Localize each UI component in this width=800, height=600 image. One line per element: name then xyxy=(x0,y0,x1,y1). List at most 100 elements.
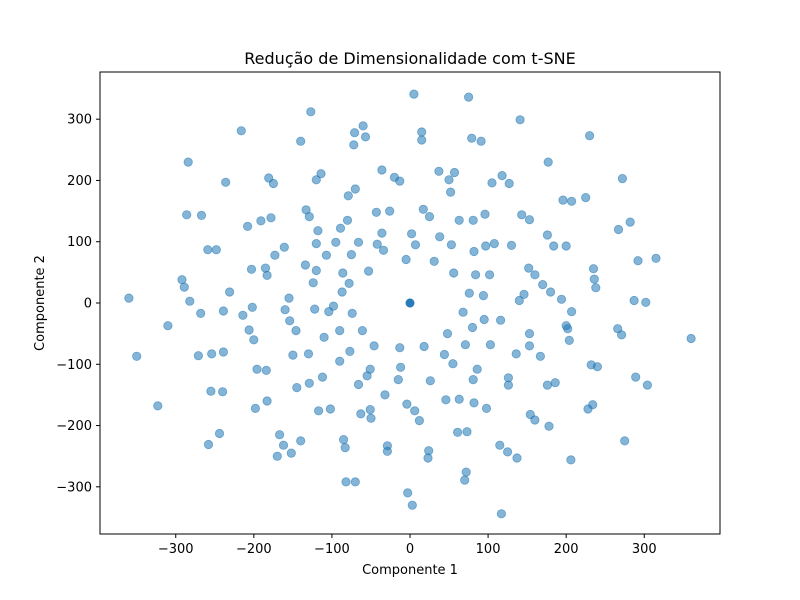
data-point-20 xyxy=(218,306,228,316)
chart-title: Redução de Dimensionalidade com t-SNE xyxy=(244,49,575,68)
data-point-191 xyxy=(519,289,529,299)
data-point-156 xyxy=(462,427,472,437)
data-point-18 xyxy=(218,387,228,397)
data-point-84 xyxy=(343,191,353,201)
data-point-23 xyxy=(236,126,246,136)
x-tick-label: −200 xyxy=(236,542,272,557)
data-point-177 xyxy=(495,440,505,450)
data-point-53 xyxy=(296,436,306,446)
data-point-81 xyxy=(340,442,350,453)
data-point-90 xyxy=(349,128,360,138)
data-point-202 xyxy=(542,380,553,390)
data-point-101 xyxy=(365,364,375,374)
data-point-152 xyxy=(458,307,468,317)
data-point-215 xyxy=(566,196,577,206)
data-point-59 xyxy=(306,107,316,117)
data-point-130 xyxy=(417,127,427,137)
data-point-174 xyxy=(485,340,495,350)
x-tick-label: −100 xyxy=(314,542,350,557)
x-tick-label: −300 xyxy=(158,542,194,557)
data-point-136 xyxy=(425,376,435,386)
data-point-161 xyxy=(468,374,478,385)
data-point-123 xyxy=(406,229,417,239)
data-point-172 xyxy=(481,403,492,413)
data-point-203 xyxy=(543,157,553,167)
data-point-2 xyxy=(153,401,163,411)
data-point-61 xyxy=(310,304,320,314)
data-point-165 xyxy=(470,270,481,280)
data-point-0 xyxy=(124,293,134,303)
data-point-41 xyxy=(272,451,282,461)
data-point-221 xyxy=(588,400,598,410)
data-point-1 xyxy=(132,351,142,361)
data-point-52 xyxy=(296,136,306,146)
data-point-origin-overlap-2 xyxy=(405,298,415,308)
data-point-173 xyxy=(484,270,495,280)
data-point-180 xyxy=(497,171,507,181)
data-point-228 xyxy=(616,330,627,340)
data-point-184 xyxy=(504,178,514,189)
data-point-88 xyxy=(347,308,357,318)
data-point-5 xyxy=(179,282,189,292)
data-point-108 xyxy=(377,228,387,238)
data-point-107 xyxy=(377,165,387,175)
data-point-8 xyxy=(185,296,195,306)
data-point-225 xyxy=(592,362,603,372)
data-point-24 xyxy=(238,310,248,320)
data-point-19 xyxy=(218,347,228,357)
data-point-158 xyxy=(464,288,474,298)
data-point-25 xyxy=(243,221,253,231)
data-point-26 xyxy=(244,325,254,335)
data-point-116 xyxy=(395,176,405,186)
x-tick-label: 300 xyxy=(632,542,657,557)
data-point-17 xyxy=(214,428,225,439)
data-point-213 xyxy=(564,335,574,345)
data-point-112 xyxy=(382,446,392,456)
y-tick-label: 200 xyxy=(67,174,92,189)
data-point-29 xyxy=(249,335,259,345)
data-point-170 xyxy=(480,209,490,219)
data-point-63 xyxy=(311,265,321,276)
y-axis-ticks: −300 −200 −100 0 100 200 300 xyxy=(56,113,100,495)
data-point-157 xyxy=(463,92,474,102)
data-point-167 xyxy=(476,136,486,146)
data-point-216 xyxy=(566,306,577,317)
data-point-76 xyxy=(335,356,345,366)
data-point-51 xyxy=(292,382,302,393)
data-point-139 xyxy=(435,232,445,242)
data-point-214 xyxy=(566,455,576,465)
data-point-151 xyxy=(454,394,464,404)
data-point-212 xyxy=(563,324,573,334)
data-point-97 xyxy=(358,121,368,131)
data-point-148 xyxy=(449,167,460,178)
data-point-120 xyxy=(402,399,412,409)
data-point-145 xyxy=(446,240,456,250)
data-point-232 xyxy=(629,295,639,306)
data-point-178 xyxy=(495,315,506,325)
data-point-31 xyxy=(252,364,262,374)
data-point-189 xyxy=(515,115,525,125)
data-point-192 xyxy=(524,263,534,273)
data-point-38 xyxy=(266,213,276,223)
data-point-118 xyxy=(395,362,406,372)
data-point-150 xyxy=(454,215,464,225)
data-point-79 xyxy=(338,268,348,278)
data-point-113 xyxy=(385,206,395,216)
data-point-234 xyxy=(633,256,643,266)
data-point-129 xyxy=(417,135,427,145)
data-point-235 xyxy=(641,297,651,307)
data-point-43 xyxy=(278,440,289,450)
data-point-80 xyxy=(338,434,349,445)
data-point-183 xyxy=(503,380,513,390)
data-point-44 xyxy=(279,242,289,252)
data-point-42 xyxy=(274,430,285,440)
data-point-159 xyxy=(467,133,477,143)
data-point-16 xyxy=(211,245,221,255)
data-point-40 xyxy=(270,250,280,260)
data-point-85 xyxy=(344,278,354,288)
data-point-98 xyxy=(360,132,371,142)
data-point-86 xyxy=(345,346,355,356)
data-point-102 xyxy=(365,404,375,415)
x-axis-ticks: −300 −200 −100 0 100 200 300 xyxy=(158,534,657,557)
